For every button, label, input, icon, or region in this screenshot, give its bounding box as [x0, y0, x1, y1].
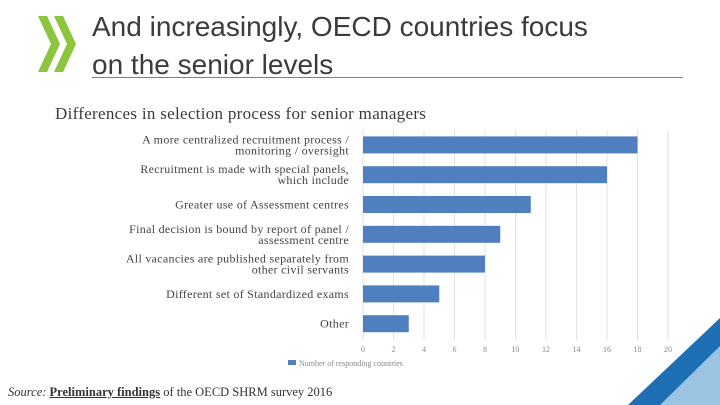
legend-label: Number of responding countries	[299, 359, 403, 368]
source-rest: of the OECD SHRM survey 2016	[163, 385, 333, 399]
source-note: Source: Preliminary findings of the OECD…	[8, 385, 332, 400]
slide-title-line1: And increasingly, OECD countries focus	[92, 11, 588, 42]
category-label: Different set of Standardized exams	[166, 287, 349, 301]
x-tick-label: 14	[573, 345, 581, 354]
bar	[363, 285, 440, 303]
title-divider	[92, 77, 683, 78]
x-tick-label: 10	[512, 345, 520, 354]
oecd-chevron-logo	[38, 16, 76, 72]
category-label: Greater use of Assessment centres	[175, 198, 349, 212]
legend-swatch	[288, 360, 296, 365]
category-label: Final decision is bound by report of pan…	[129, 222, 349, 236]
category-label: assessment centre	[258, 233, 349, 247]
slide-title: And increasingly, OECD countries focus o…	[92, 8, 692, 84]
x-tick-label: 6	[453, 345, 457, 354]
x-tick-label: 8	[483, 345, 487, 354]
category-label: other civil servants	[252, 263, 349, 277]
category-label: which include	[277, 173, 349, 187]
preliminary-findings-link[interactable]: Preliminary findings	[49, 385, 161, 399]
category-label: Other	[320, 317, 349, 331]
x-tick-label: 4	[422, 345, 426, 354]
logo-chevron-left	[38, 16, 60, 72]
slide-title-line2: on the senior levels	[92, 49, 334, 80]
bar	[363, 225, 501, 243]
category-label: Recruitment is made with special panels,	[140, 162, 349, 176]
x-tick-label: 2	[392, 345, 396, 354]
category-label: monitoring / oversight	[235, 143, 349, 157]
bar	[363, 315, 409, 333]
x-tick-label: 12	[542, 345, 550, 354]
bar	[363, 196, 531, 213]
x-tick-label: 20	[664, 345, 672, 354]
chart-heading: Differences in selection process for sen…	[55, 104, 427, 123]
source-label: Source:	[8, 385, 47, 399]
category-label: All vacancies are published separately f…	[126, 252, 350, 266]
x-tick-label: 18	[634, 345, 642, 354]
bar	[363, 255, 485, 273]
category-label: A more centralized recruitment process /	[142, 132, 349, 146]
x-tick-label: 16	[603, 345, 611, 354]
bar	[363, 136, 638, 154]
logo-chevron-right	[54, 16, 76, 72]
x-tick-label: 0	[361, 345, 365, 354]
bar	[363, 166, 607, 184]
